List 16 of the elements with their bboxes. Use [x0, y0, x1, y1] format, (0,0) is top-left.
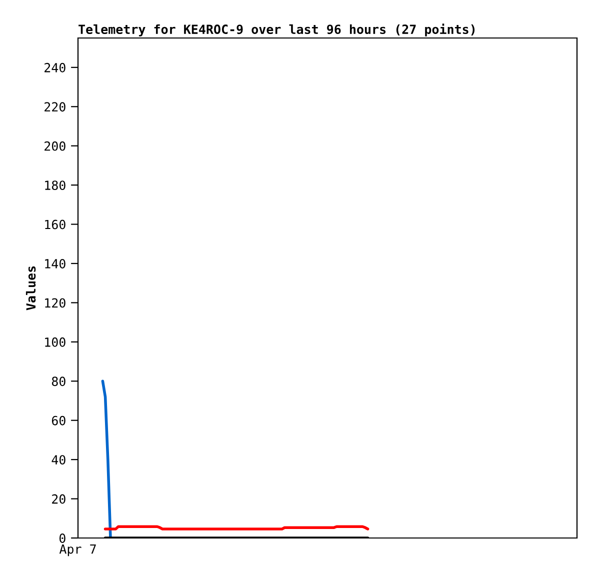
y-tick-label: 140 — [45, 258, 66, 268]
y-tick-label: 120 — [45, 298, 66, 308]
y-tick-label: 160 — [45, 220, 66, 230]
y-axis-title: Values — [26, 266, 36, 310]
y-tick-label: 240 — [44, 62, 66, 72]
y-tick-label: 0 — [59, 534, 66, 543]
y-tick-label: 180 — [45, 180, 66, 190]
y-tick-label: 20 — [52, 494, 66, 504]
y-tick-label: 80 — [52, 376, 66, 386]
y-tick-label: 40 — [52, 455, 66, 465]
chart-title: Telemetry for KE4ROC-9 over last 96 hours (27 points) — [78, 24, 475, 36]
y-tick-label: 200 — [44, 141, 66, 151]
text: Apr 7 — [59, 544, 96, 556]
y-tick-label: 220 — [44, 102, 66, 112]
y-tick-label: 100 — [45, 337, 66, 347]
y-tick-label: 60 — [52, 416, 66, 426]
